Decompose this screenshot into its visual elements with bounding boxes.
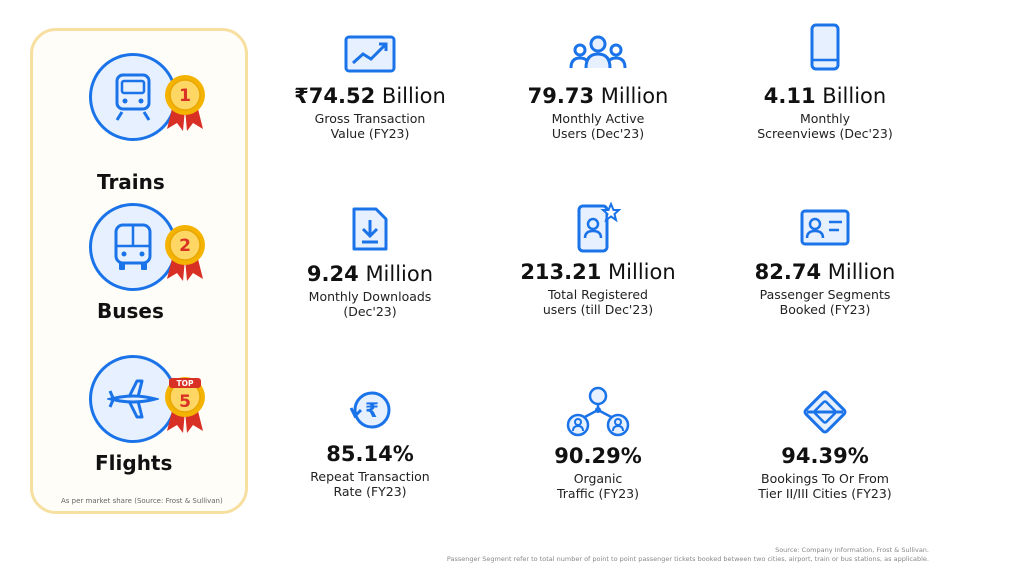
medal-rank: 1 bbox=[179, 86, 191, 106]
stat-value: 4.11 Billion bbox=[763, 84, 887, 108]
id-card-icon bbox=[800, 209, 850, 246]
stat-desc: Monthly Active Users (Dec'23) bbox=[551, 111, 645, 141]
stat-tier-cities: 94.39% Bookings To Or From Tier II/III Ci… bbox=[710, 386, 940, 501]
stat-desc: Monthly Screenviews (Dec'23) bbox=[757, 111, 893, 141]
registered-user-icon bbox=[577, 202, 621, 253]
mode-label: Flights bbox=[95, 451, 173, 475]
medal-icon: 1 bbox=[165, 75, 205, 131]
stat-screenviews: 4.11 Billion Monthly Screenviews (Dec'23) bbox=[710, 22, 940, 141]
stat-value: 9.24 Million bbox=[306, 262, 434, 286]
network-icon bbox=[566, 386, 630, 437]
stat-value: ₹74.52 Billion bbox=[294, 84, 446, 108]
mode-label: Trains bbox=[97, 170, 165, 194]
stat-downloads: 9.24 Million Monthly Downloads (Dec'23) bbox=[255, 206, 485, 319]
plane-icon bbox=[107, 379, 159, 419]
diamond-route-icon bbox=[803, 390, 847, 434]
medal-icon: TOP 5 bbox=[165, 377, 205, 433]
stat-desc: Bookings To Or From Tier II/III Cities (F… bbox=[758, 471, 892, 501]
stat-gtv: ₹74.52 Billion Gross Transaction Value (F… bbox=[255, 34, 485, 141]
stat-desc: Monthly Downloads (Dec'23) bbox=[308, 289, 432, 319]
stat-desc: Total Registered users (till Dec'23) bbox=[542, 287, 654, 317]
footer-note: Passenger Segment refer to total number … bbox=[446, 555, 929, 563]
medal-rank: 5 bbox=[179, 392, 191, 412]
stat-value: 90.29% bbox=[554, 444, 642, 468]
train-icon bbox=[115, 73, 151, 121]
market-share-note: As per market share (Source: Frost & Sul… bbox=[61, 497, 223, 505]
stat-desc: Gross Transaction Value (FY23) bbox=[314, 111, 426, 141]
bus-icon-circle bbox=[89, 203, 177, 291]
stat-organic-traffic: 90.29% Organic Traffic (FY23) bbox=[483, 386, 713, 501]
svg-text:₹: ₹ bbox=[365, 398, 379, 422]
phone-icon bbox=[810, 23, 840, 71]
stat-desc: Organic Traffic (FY23) bbox=[556, 471, 639, 501]
train-icon-circle bbox=[89, 53, 177, 141]
chart-icon bbox=[344, 35, 396, 73]
stat-repeat-rate: ₹ 85.14% Repeat Transaction Rate (FY23) bbox=[255, 390, 485, 499]
bus-icon bbox=[114, 223, 152, 270]
medal-rank-prefix: TOP bbox=[177, 379, 194, 388]
plane-icon-circle bbox=[89, 355, 177, 443]
stat-registered-users: 213.21 Million Total Registered users (ti… bbox=[483, 202, 713, 317]
stat-mau: 79.73 Million Monthly Active Users (Dec'2… bbox=[483, 34, 713, 141]
stat-value: 85.14% bbox=[326, 442, 414, 466]
stat-value: 79.73 Million bbox=[527, 84, 669, 108]
stat-value: 94.39% bbox=[781, 444, 869, 468]
download-icon bbox=[352, 207, 388, 251]
footer-source: Source: Company Information, Frost & Sul… bbox=[775, 546, 929, 554]
rupee-repeat-icon: ₹ bbox=[349, 391, 391, 429]
stat-value: 82.74 Million bbox=[754, 260, 896, 284]
stat-value: 213.21 Million bbox=[520, 260, 676, 284]
stat-passenger-segments: 82.74 Million Passenger Segments Booked (… bbox=[710, 208, 940, 317]
stat-desc: Repeat Transaction Rate (FY23) bbox=[310, 469, 430, 499]
stat-desc: Passenger Segments Booked (FY23) bbox=[759, 287, 891, 317]
mode-label: Buses bbox=[97, 299, 164, 323]
users-icon bbox=[569, 35, 627, 69]
medal-rank: 2 bbox=[179, 236, 191, 256]
ranking-panel: 1 Trains 2 Buses bbox=[30, 28, 248, 514]
medal-icon: 2 bbox=[165, 225, 205, 281]
